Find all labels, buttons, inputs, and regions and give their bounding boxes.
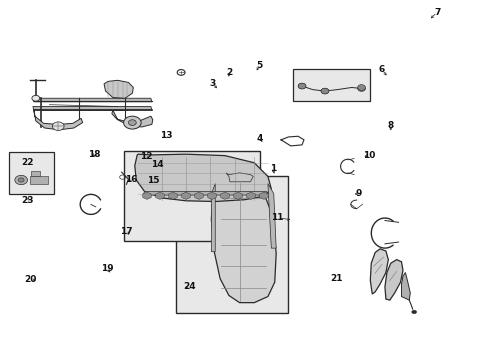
Polygon shape xyxy=(384,260,402,300)
Polygon shape xyxy=(211,182,276,303)
Polygon shape xyxy=(225,173,253,182)
Bar xyxy=(123,151,260,241)
Text: 13: 13 xyxy=(160,131,172,140)
Text: 24: 24 xyxy=(183,282,196,291)
Polygon shape xyxy=(211,184,215,252)
Polygon shape xyxy=(401,273,409,300)
Bar xyxy=(293,69,369,101)
Circle shape xyxy=(298,83,305,89)
Polygon shape xyxy=(135,154,271,202)
Text: 4: 4 xyxy=(256,134,263,143)
Polygon shape xyxy=(369,249,387,294)
Text: 8: 8 xyxy=(387,121,393,130)
Text: 5: 5 xyxy=(256,62,262,71)
Polygon shape xyxy=(112,110,153,127)
Circle shape xyxy=(18,178,24,182)
Text: 11: 11 xyxy=(271,213,284,222)
Text: 6: 6 xyxy=(378,65,385,74)
Text: 23: 23 xyxy=(21,196,34,205)
Circle shape xyxy=(411,310,416,314)
Circle shape xyxy=(32,95,40,101)
Text: 15: 15 xyxy=(146,176,159,185)
Bar xyxy=(176,176,288,313)
Text: 22: 22 xyxy=(21,158,34,167)
Polygon shape xyxy=(267,184,276,248)
Text: 9: 9 xyxy=(355,189,362,198)
Text: 7: 7 xyxy=(433,8,439,17)
Text: 14: 14 xyxy=(151,161,163,170)
Circle shape xyxy=(321,88,328,94)
Circle shape xyxy=(321,88,328,94)
Circle shape xyxy=(128,120,136,126)
Text: 1: 1 xyxy=(269,164,275,173)
Text: 19: 19 xyxy=(101,265,113,274)
Bar xyxy=(9,152,54,194)
Bar xyxy=(30,176,47,184)
Circle shape xyxy=(15,175,27,185)
Text: 10: 10 xyxy=(362,151,374,160)
Polygon shape xyxy=(33,107,152,110)
Text: 2: 2 xyxy=(225,68,231,77)
Circle shape xyxy=(298,83,305,89)
Text: 12: 12 xyxy=(140,152,152,161)
Polygon shape xyxy=(33,98,152,102)
Polygon shape xyxy=(104,80,133,98)
Circle shape xyxy=(357,85,365,90)
Text: 18: 18 xyxy=(88,150,101,159)
Circle shape xyxy=(127,120,139,129)
Circle shape xyxy=(52,122,64,131)
Circle shape xyxy=(357,86,365,91)
Polygon shape xyxy=(34,110,82,130)
Text: 16: 16 xyxy=(125,175,137,184)
Text: 20: 20 xyxy=(25,275,37,284)
Text: 3: 3 xyxy=(209,80,216,89)
Text: 17: 17 xyxy=(120,228,133,237)
Polygon shape xyxy=(143,192,267,195)
Bar xyxy=(31,171,40,176)
Circle shape xyxy=(123,116,141,129)
Text: 21: 21 xyxy=(329,274,342,283)
